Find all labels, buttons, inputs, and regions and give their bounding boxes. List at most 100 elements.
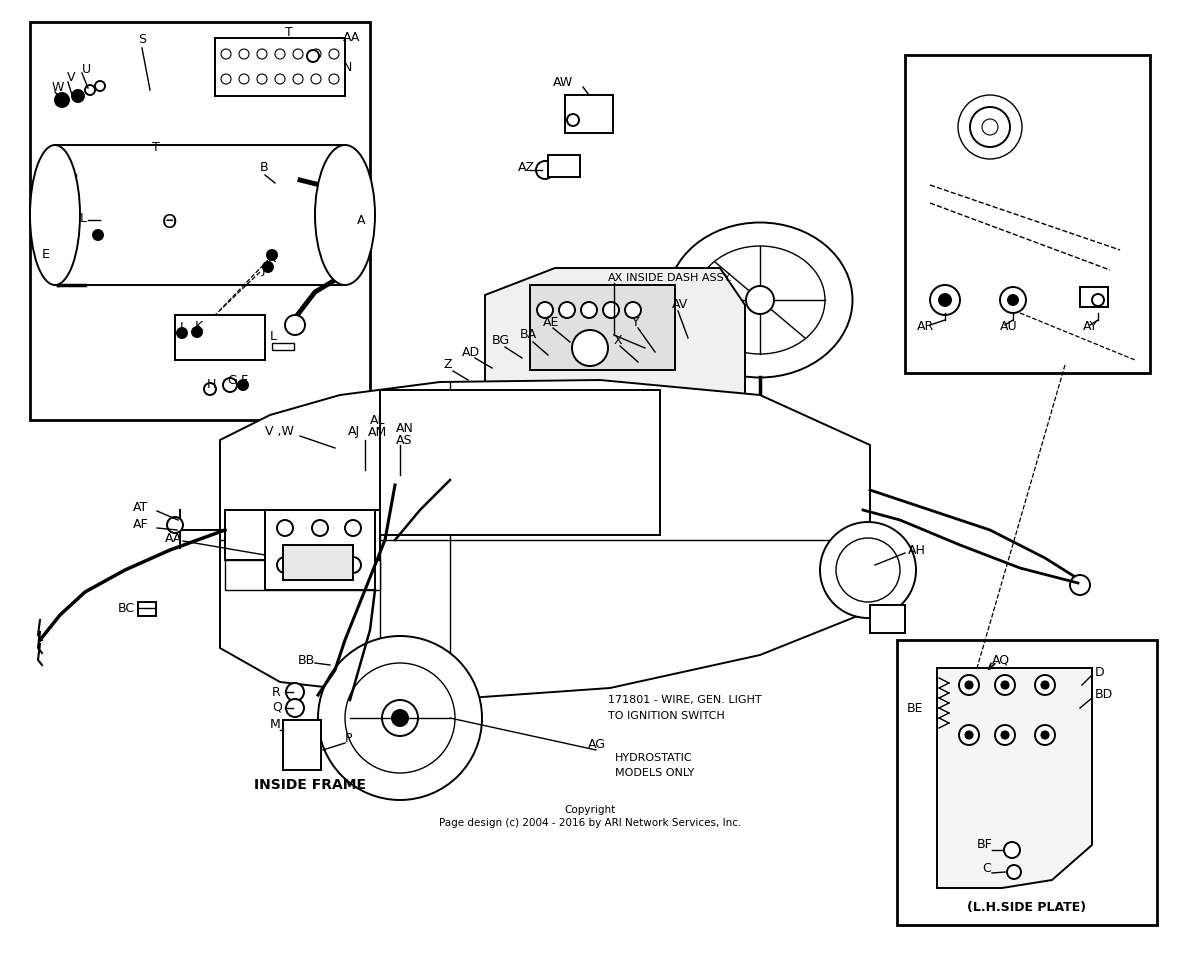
Circle shape xyxy=(238,380,248,390)
Text: S: S xyxy=(138,33,146,47)
Text: AD: AD xyxy=(463,346,480,358)
Circle shape xyxy=(293,49,303,59)
Text: E: E xyxy=(42,248,50,262)
Circle shape xyxy=(568,114,579,126)
Circle shape xyxy=(939,294,951,306)
Text: AQ: AQ xyxy=(992,653,1010,667)
Text: C: C xyxy=(982,861,991,875)
Circle shape xyxy=(1035,675,1055,695)
Text: AR: AR xyxy=(917,321,935,333)
Text: AJ: AJ xyxy=(348,426,360,438)
Bar xyxy=(30,22,371,420)
Circle shape xyxy=(835,538,900,602)
Text: MODELS ONLY: MODELS ONLY xyxy=(615,768,694,778)
Text: BB: BB xyxy=(299,653,315,667)
Text: X: X xyxy=(614,333,623,347)
Bar xyxy=(565,95,612,133)
Circle shape xyxy=(1001,681,1009,689)
Circle shape xyxy=(312,520,328,536)
Bar xyxy=(273,343,294,350)
Circle shape xyxy=(72,90,84,102)
Text: K: K xyxy=(268,251,276,265)
Circle shape xyxy=(192,327,202,337)
Text: BD: BD xyxy=(1095,689,1113,702)
Text: M: M xyxy=(270,718,281,732)
Text: AE: AE xyxy=(543,315,559,329)
Bar xyxy=(55,145,345,285)
Circle shape xyxy=(581,302,597,318)
Text: Page design (c) 2004 - 2016 by ARI Network Services, Inc.: Page design (c) 2004 - 2016 by ARI Netwo… xyxy=(439,818,741,828)
Circle shape xyxy=(257,49,267,59)
Bar xyxy=(138,602,156,616)
Text: W: W xyxy=(52,81,65,95)
Ellipse shape xyxy=(668,223,852,377)
Circle shape xyxy=(277,520,293,536)
Circle shape xyxy=(995,675,1015,695)
Text: AW: AW xyxy=(553,76,573,90)
Circle shape xyxy=(312,557,328,573)
Text: AG: AG xyxy=(588,738,607,752)
Text: AT: AT xyxy=(133,501,149,515)
Circle shape xyxy=(603,302,620,318)
Polygon shape xyxy=(485,268,745,440)
Text: TO IGNITION SWITCH: TO IGNITION SWITCH xyxy=(608,711,725,721)
Text: R: R xyxy=(273,686,281,698)
Circle shape xyxy=(1041,731,1049,739)
Text: B: B xyxy=(260,161,269,175)
Bar xyxy=(897,640,1158,925)
Circle shape xyxy=(312,49,321,59)
Text: J: J xyxy=(181,321,184,333)
Text: P: P xyxy=(345,732,353,745)
Circle shape xyxy=(572,330,608,366)
Bar xyxy=(266,510,375,590)
Text: AF: AF xyxy=(133,519,149,532)
Text: AY: AY xyxy=(1083,321,1099,333)
Text: AS: AS xyxy=(396,435,413,448)
Text: BG: BG xyxy=(492,333,510,347)
Text: AN: AN xyxy=(396,421,414,435)
Circle shape xyxy=(382,700,418,736)
Text: V ,W: V ,W xyxy=(266,426,294,438)
Text: V: V xyxy=(67,72,76,84)
Text: AU: AU xyxy=(999,321,1017,333)
Text: AX: AX xyxy=(608,273,623,283)
Text: L: L xyxy=(80,211,87,224)
Text: BC: BC xyxy=(118,602,136,614)
Circle shape xyxy=(995,725,1015,745)
Circle shape xyxy=(1004,842,1020,858)
Circle shape xyxy=(345,520,361,536)
Circle shape xyxy=(392,710,408,726)
Circle shape xyxy=(267,250,277,260)
Circle shape xyxy=(329,74,339,84)
Text: AM: AM xyxy=(368,426,387,438)
Text: BF: BF xyxy=(977,838,992,852)
Circle shape xyxy=(286,315,304,335)
Circle shape xyxy=(286,683,304,701)
Text: Copyright: Copyright xyxy=(564,805,616,815)
Circle shape xyxy=(959,675,979,695)
Bar xyxy=(870,605,905,633)
Circle shape xyxy=(959,725,979,745)
Circle shape xyxy=(1092,294,1104,306)
Text: AH: AH xyxy=(907,543,926,557)
Circle shape xyxy=(317,636,481,800)
Bar xyxy=(175,315,266,360)
Circle shape xyxy=(221,74,231,84)
Circle shape xyxy=(221,49,231,59)
Circle shape xyxy=(1007,865,1021,879)
Text: AL: AL xyxy=(371,414,386,427)
Ellipse shape xyxy=(30,145,80,285)
Circle shape xyxy=(970,107,1010,147)
Text: AA: AA xyxy=(165,532,183,544)
Text: J: J xyxy=(262,264,266,277)
Circle shape xyxy=(537,302,553,318)
Text: H: H xyxy=(206,377,216,391)
Circle shape xyxy=(820,522,916,618)
Circle shape xyxy=(93,230,103,240)
Circle shape xyxy=(85,85,96,95)
Circle shape xyxy=(240,49,249,59)
Text: L: L xyxy=(270,330,277,344)
Circle shape xyxy=(625,302,641,318)
Circle shape xyxy=(96,81,105,91)
Circle shape xyxy=(965,681,973,689)
